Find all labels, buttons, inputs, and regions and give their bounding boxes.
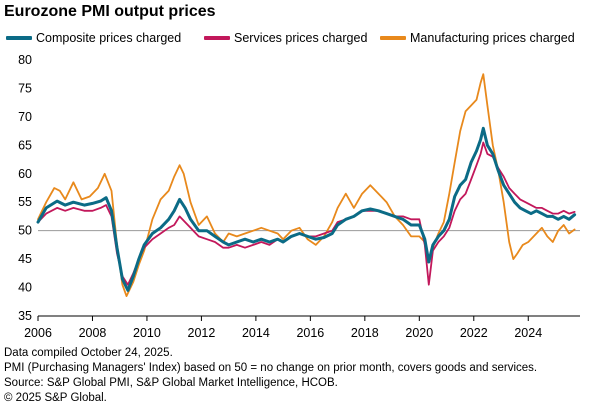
y-tick-label: 75: [18, 81, 32, 95]
legend-item-composite: Composite prices charged: [6, 31, 181, 45]
y-tick-label: 40: [18, 281, 32, 295]
series-lines: [36, 73, 577, 297]
x-tick-label: 2024: [514, 326, 542, 340]
x-tick-label: 2022: [460, 326, 488, 340]
y-tick-label: 70: [18, 110, 32, 124]
legend-label-services: Services prices charged: [234, 31, 368, 45]
chart-title: Eurozone PMI output prices: [4, 3, 216, 20]
legend-swatch-manufacturing: [380, 36, 406, 40]
footnote-source: Source: S&P Global PMI, S&P Global Marke…: [4, 377, 338, 389]
x-tick-label: 2014: [242, 326, 270, 340]
y-tick-label: 65: [18, 138, 32, 152]
x-tick-label: 2016: [296, 326, 324, 340]
footnote-pmi-definition: PMI (Purchasing Managers' Index) based o…: [4, 362, 538, 374]
legend-item-manufacturing: Manufacturing prices charged: [380, 31, 575, 45]
series-line-composite: [36, 126, 577, 292]
y-tick-label: 60: [18, 167, 32, 181]
x-tick-label: 2018: [351, 326, 379, 340]
legend-swatch-composite: [6, 36, 32, 40]
legend-label-composite: Composite prices charged: [36, 31, 182, 45]
y-tick-label: 50: [18, 224, 32, 238]
legend-label-manufacturing: Manufacturing prices charged: [410, 31, 575, 45]
footnote-data-compiled: Data compiled October 24, 2025.: [4, 347, 173, 359]
legend-swatch-services: [204, 36, 230, 40]
y-tick-label: 45: [18, 252, 32, 266]
axes: 35 40 45 50 55 60 65 70 75 80 2006 2008 2010 2012 2014…: [18, 53, 580, 340]
x-tick-label: 2020: [405, 326, 433, 340]
y-tick-label: 35: [18, 309, 32, 323]
y-tick-label: 80: [18, 53, 32, 67]
x-tick-label: 2010: [133, 326, 161, 340]
series-line-manufacturing: [37, 73, 576, 297]
footnote-copyright: © 2025 S&P Global.: [4, 392, 107, 404]
x-tick-label: 2008: [79, 326, 107, 340]
legend-item-services: Services prices charged: [204, 31, 367, 45]
x-tick-label: 2012: [188, 326, 216, 340]
x-tick-label: 2006: [24, 326, 52, 340]
y-tick-label: 55: [18, 195, 32, 209]
